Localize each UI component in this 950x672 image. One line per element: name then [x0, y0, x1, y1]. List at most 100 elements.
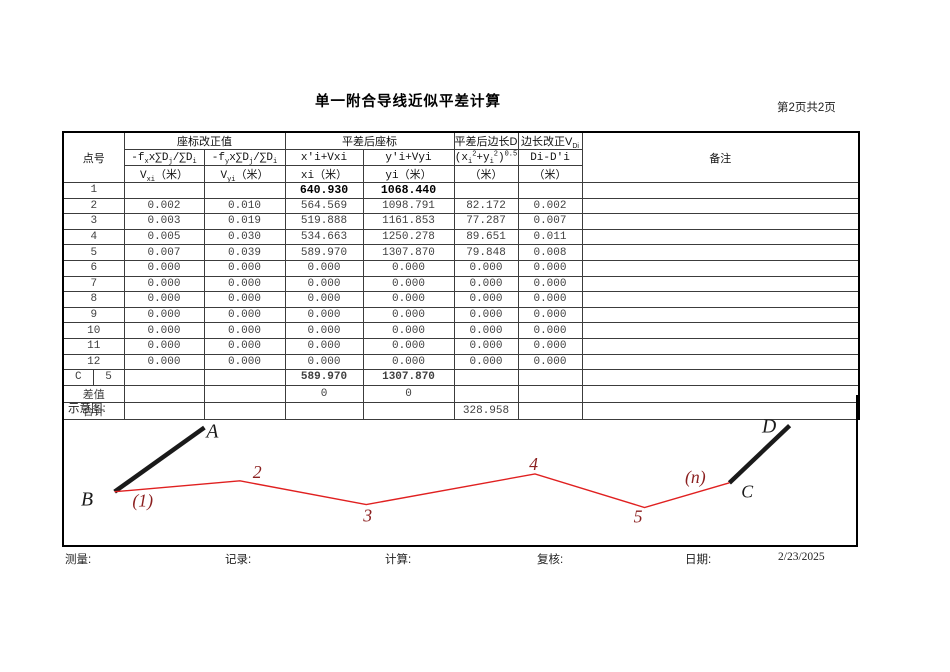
cell-vy: 0.000 [203, 353, 286, 371]
closing-point-row: C 5 589.970 1307.870 [62, 369, 860, 386]
sketch-label: 示意图: [68, 403, 106, 415]
cell-remark [581, 259, 860, 277]
table-row: 9 0.000 0.000 0.000 0.000 0.000 0.000 [62, 306, 860, 324]
label-point-b: B [81, 489, 93, 511]
header-row-2: -fxx∑Dj/∑Di -fyx∑Dj/∑Di x'i+Vxi y'i+Vyi … [63, 149, 859, 166]
cell-y: 1307.870 [362, 244, 455, 261]
cell-y: 0.000 [362, 275, 455, 293]
cell-vd: 0.008 [517, 244, 583, 261]
cell-closing-left: C [62, 369, 94, 386]
table-row: 3 0.003 0.019 519.888 1161.853 77.287 0.… [62, 213, 860, 230]
cell-remark [581, 197, 860, 215]
header-vx-unit: Vxi（米） [123, 165, 205, 183]
cell-d: 0.000 [453, 337, 519, 355]
cell-d [453, 182, 519, 199]
cell-vd: 0.000 [517, 291, 583, 308]
cell-vy: 0.000 [203, 306, 286, 324]
traverse-sketch: A B D C (1) 2 3 4 5 (n) [81, 416, 792, 526]
cell-vx: 0.000 [123, 306, 205, 324]
header-adjusted-coords: 平差后座标 [284, 131, 455, 150]
cell-vy [203, 369, 286, 386]
cell-point-no: 10 [62, 322, 125, 339]
cell-d [453, 369, 519, 386]
label-leg-1: (1) [132, 491, 153, 511]
footer-survey-label: 测量: [65, 554, 92, 566]
cell-remark [581, 401, 860, 420]
table-row: 11 0.000 0.000 0.000 0.000 0.000 0.000 [62, 337, 860, 355]
label-point-a: A [204, 420, 219, 442]
anchor-line-cd [727, 423, 792, 485]
cell-remark [581, 369, 860, 386]
page-title: 单一附合导线近似平差计算 [315, 94, 501, 110]
cell-vx: 0.005 [123, 228, 205, 246]
cell-vx: 0.000 [123, 353, 205, 371]
label-point-c: C [741, 482, 753, 502]
table-row: 7 0.000 0.000 0.000 0.000 0.000 0.000 [62, 275, 860, 293]
cell-d: 0.000 [453, 353, 519, 371]
cell-y: 0.000 [362, 337, 455, 355]
sketch-section: 示意图: A B D C (1) 2 3 4 5 (n) [62, 395, 858, 547]
cell-remark [581, 228, 860, 246]
cell-point-no: 6 [62, 259, 125, 277]
cell-vd: 0.000 [517, 322, 583, 339]
cell-vd: 0.000 [517, 353, 583, 371]
cell-diff-label: 差值 [62, 384, 125, 403]
cell-vx: 0.000 [123, 291, 205, 308]
cell-x: 589.970 [284, 244, 364, 261]
cell-vd: 0.000 [517, 259, 583, 277]
cell-vd: 0.011 [517, 228, 583, 246]
cell-remark [581, 213, 860, 230]
cell-vy: 0.000 [203, 275, 286, 293]
cell-x: 564.569 [284, 197, 364, 215]
cell-remark [581, 306, 860, 324]
header-length-correction: 边长改正VDi [517, 131, 583, 150]
cell-point-no: 12 [62, 353, 125, 371]
cell-vy: 0.000 [203, 337, 286, 355]
cell-vx: 0.007 [123, 244, 205, 261]
page-indicator: 第2页共2页 [777, 102, 836, 114]
cell-vx: 0.000 [123, 337, 205, 355]
cell-remark [581, 275, 860, 293]
cell-d: 77.287 [453, 213, 519, 230]
cell-vy: 0.000 [203, 259, 286, 277]
cell-vx [123, 369, 205, 386]
cell-point-no: 3 [62, 213, 125, 230]
cell-remark [581, 182, 860, 199]
table-row: 1 640.930 1068.440 [62, 182, 860, 199]
header-row-1: 点号 座标改正值 平差后座标 平差后边长Di 边长改正VDi 备注 [62, 131, 860, 183]
cell-vd: 0.002 [517, 197, 583, 215]
table-row: 5 0.007 0.039 589.970 1307.870 79.848 0.… [62, 244, 860, 261]
cell-x: 534.663 [284, 228, 364, 246]
header-d-unit: （米） [453, 165, 519, 183]
header-d-formula: (xi2+yi2)0.5 [453, 149, 519, 166]
cell-y: 1161.853 [362, 213, 455, 230]
cell-y: 0.000 [362, 291, 455, 308]
cell-x: 0.000 [284, 337, 364, 355]
cell-vd: 0.000 [517, 306, 583, 324]
cell-d: 89.651 [453, 228, 519, 246]
header-coord-correction: 座标改正值 [123, 131, 286, 150]
header-vd-unit: （米） [517, 165, 583, 183]
cell-vd: 0.007 [517, 213, 583, 230]
header-x-unit: xi（米） [284, 165, 364, 183]
cell-y: 0.000 [362, 322, 455, 339]
cell-d: 0.000 [453, 259, 519, 277]
cell-remark [581, 353, 860, 371]
cell-vd: 0.000 [517, 337, 583, 355]
cell-vd: 0.000 [517, 275, 583, 293]
cell-x: 0.000 [284, 353, 364, 371]
header-vy-formula: -fyx∑Dj/∑Di [203, 149, 286, 166]
footer-check-label: 复核: [537, 554, 564, 566]
footer-calc-label: 计算: [385, 554, 412, 566]
label-point-3: 3 [362, 505, 372, 525]
cell-y: 0.000 [362, 306, 455, 324]
cell-y: 0.000 [362, 353, 455, 371]
header-point-no: 点号 [62, 131, 125, 183]
cell-point-no: 11 [62, 337, 125, 355]
cell-d: 79.848 [453, 244, 519, 261]
total-row: 合计 328.958 [62, 401, 860, 420]
label-point-5: 5 [634, 506, 643, 526]
cell-vy: 0.010 [203, 197, 286, 215]
cell-x: 519.888 [284, 213, 364, 230]
header-row-3: Vxi（米） Vyi（米） xi（米） yi（米） （米） （米） [63, 165, 859, 183]
